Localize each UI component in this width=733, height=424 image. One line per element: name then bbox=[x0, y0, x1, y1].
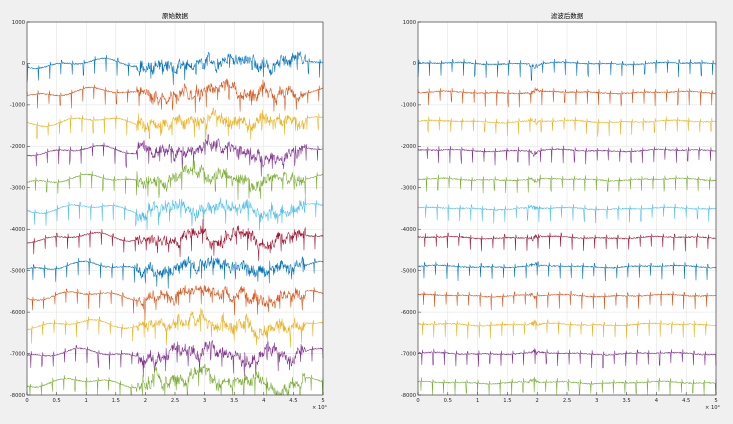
raw-data-series-line bbox=[26, 160, 324, 200]
filtered-data-y-tick-label: -6000 bbox=[401, 310, 416, 316]
filtered-data-series-line bbox=[417, 261, 717, 282]
filtered-data-y-ticks: 1000 0 -1000 -2000 -3000 -4000 -5000 -6000 -7000… bbox=[401, 20, 421, 399]
raw-data-x-tick-label: 0 bbox=[25, 398, 28, 404]
filtered-data-x-tick-label: 2.5 bbox=[563, 398, 571, 404]
filtered-data-series-line bbox=[417, 232, 717, 252]
filtered-data-series-line bbox=[417, 116, 717, 137]
filtered-data-series-line bbox=[417, 58, 717, 81]
raw-data-series-group bbox=[26, 51, 324, 396]
filtered-data-y-tick-label: -7000 bbox=[401, 351, 416, 357]
raw-data-series-line bbox=[26, 134, 324, 177]
raw-data-x-tick-label: 2.5 bbox=[171, 398, 179, 404]
filtered-data-x-tick-label: 3.5 bbox=[622, 398, 630, 404]
raw-data-y-ticks: 1000 0 -1000 -2000 -3000 -4000 -5000 -6000 -7000… bbox=[10, 20, 30, 399]
filtered-data-x-tick-label: 0 bbox=[416, 398, 419, 404]
raw-data-series-line bbox=[26, 255, 324, 289]
filtered-data-series-line bbox=[417, 348, 717, 369]
raw-data-x-tick-label: 4.5 bbox=[289, 398, 297, 404]
raw-data-series-line bbox=[26, 307, 324, 348]
raw-data-y-tick-label: 1000 bbox=[12, 20, 25, 26]
raw-data-x-tick-label: 1.5 bbox=[112, 398, 120, 404]
filtered-data-x-tick-label: 3 bbox=[595, 398, 598, 404]
filtered-data-y-tick-label: -5000 bbox=[401, 268, 416, 274]
filtered-data-x-tick-label: 0.5 bbox=[444, 398, 452, 404]
raw-data-axes: 0 0.5 1 1.5 2 2.5 3 3.5 4 4.5 5 1000 0 -1000 -2000 -30… bbox=[10, 11, 327, 411]
raw-data-series-line bbox=[26, 284, 324, 321]
raw-data-x-ticks: 0 0.5 1 1.5 2 2.5 3 3.5 4 4.5 5 bbox=[25, 392, 325, 404]
raw-data-series-line bbox=[26, 340, 324, 378]
raw-data-series-line bbox=[26, 107, 324, 140]
filtered-data-x-tick-label: 4.5 bbox=[682, 398, 690, 404]
raw-data-series-line bbox=[26, 195, 324, 231]
raw-data-y-tick-label: -7000 bbox=[10, 351, 25, 357]
filtered-data-y-tick-label: -2000 bbox=[401, 144, 416, 150]
raw-data-y-tick-label: 0 bbox=[22, 61, 25, 67]
raw-data-y-tick-label: -3000 bbox=[10, 186, 25, 192]
filtered-data-x-tick-label: 1.5 bbox=[503, 398, 511, 404]
filtered-data-title: 滤波后数据 bbox=[551, 11, 584, 20]
filtered-data-x-ticks: 0 0.5 1 1.5 2 2.5 3 3.5 4 4.5 5 bbox=[416, 392, 718, 404]
raw-data-x-exponent: × 10⁴ bbox=[312, 405, 327, 411]
raw-data-y-tick-label: -4000 bbox=[10, 227, 25, 233]
raw-data-series-line bbox=[26, 363, 324, 396]
filtered-data-x-tick-label: 4 bbox=[655, 398, 659, 404]
filtered-data-y-tick-label: -3000 bbox=[401, 186, 416, 192]
filtered-data-series-group bbox=[417, 58, 717, 396]
filtered-data-y-tick-label: -8000 bbox=[401, 393, 416, 399]
raw-data-series-line bbox=[26, 51, 324, 86]
filtered-data-series-line bbox=[417, 145, 717, 166]
filtered-data-series-line bbox=[417, 174, 717, 194]
raw-data-y-tick-label: -2000 bbox=[10, 144, 25, 150]
filtered-data-x-tick-label: 5 bbox=[714, 398, 717, 404]
filtered-data-x-tick-label: 1 bbox=[476, 398, 479, 404]
raw-data-y-tick-label: -8000 bbox=[10, 393, 25, 399]
filtered-data-x-exponent: × 10⁴ bbox=[705, 405, 720, 411]
filtered-data-x-tick-label: 2 bbox=[536, 398, 539, 404]
raw-data-x-tick-label: 4 bbox=[262, 398, 266, 404]
raw-data-x-tick-label: 3.5 bbox=[230, 398, 238, 404]
filtered-data-y-tick-label: 0 bbox=[413, 61, 416, 67]
raw-data-y-tick-label: -1000 bbox=[10, 103, 25, 109]
filtered-data-y-tick-label: -1000 bbox=[401, 103, 416, 109]
raw-data-x-tick-label: 1 bbox=[85, 398, 88, 404]
raw-data-y-tick-label: -6000 bbox=[10, 310, 25, 316]
raw-data-x-tick-label: 0.5 bbox=[52, 398, 60, 404]
raw-data-x-tick-label: 3 bbox=[203, 398, 206, 404]
raw-data-x-tick-label: 5 bbox=[321, 398, 324, 404]
filtered-data-axes: 0 0.5 1 1.5 2 2.5 3 3.5 4 4.5 5 1000 0 -1000 -2000 -30… bbox=[401, 11, 720, 411]
raw-data-series-line bbox=[26, 218, 324, 262]
raw-data-y-tick-label: -5000 bbox=[10, 268, 25, 274]
filtered-data-series-line bbox=[417, 203, 717, 224]
raw-data-title: 原始数据 bbox=[162, 11, 189, 20]
raw-data-x-tick-label: 2 bbox=[144, 398, 147, 404]
filtered-data-series-line bbox=[417, 87, 717, 108]
filtered-data-y-tick-label: 1000 bbox=[403, 20, 416, 26]
filtered-data-series-line bbox=[417, 319, 717, 339]
raw-data-series-line bbox=[26, 78, 324, 113]
filtered-data-y-tick-label: -4000 bbox=[401, 227, 416, 233]
filtered-data-series-line bbox=[417, 290, 717, 311]
filtered-data-series-line bbox=[417, 376, 717, 396]
